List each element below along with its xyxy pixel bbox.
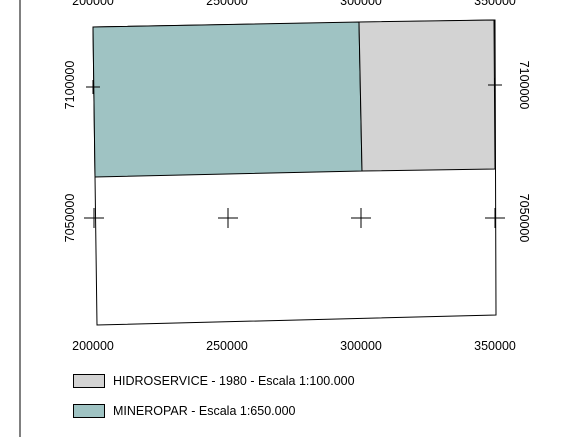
x-tick-top: 250000: [206, 0, 248, 8]
x-tick-bottom: 300000: [340, 339, 382, 353]
legend-label: MINEROPAR - Escala 1:650.000: [113, 404, 296, 418]
x-tick-bottom: 250000: [206, 339, 248, 353]
mineropar-area: [92, 21, 363, 178]
y-tick-right: 7050000: [517, 194, 531, 243]
x-tick-top: 350000: [474, 0, 516, 8]
x-tick-bottom: 200000: [72, 339, 114, 353]
legend-swatch: [73, 374, 105, 388]
y-tick-left: 7050000: [63, 194, 77, 243]
grid-cross: [86, 80, 100, 94]
grid-cross: [488, 78, 502, 92]
y-tick-left: 7100000: [63, 61, 77, 110]
y-tick-right: 7100000: [517, 61, 531, 110]
legend: HIDROSERVICE - 1980 - Escala 1:100.000 M…: [73, 372, 355, 432]
grid-cross: [84, 208, 104, 228]
x-tick-top: 200000: [72, 0, 114, 8]
hidroservice-area: [358, 19, 496, 172]
grid-cross: [485, 208, 505, 228]
grid-cross: [351, 208, 371, 228]
legend-label: HIDROSERVICE - 1980 - Escala 1:100.000: [113, 374, 355, 388]
x-tick-bottom: 350000: [474, 339, 516, 353]
grid-crosses: [84, 78, 505, 228]
grid-cross: [218, 208, 238, 228]
x-tick-top: 300000: [340, 0, 382, 8]
legend-item-hidroservice: HIDROSERVICE - 1980 - Escala 1:100.000: [73, 372, 355, 390]
legend-swatch: [73, 404, 105, 418]
legend-item-mineropar: MINEROPAR - Escala 1:650.000: [73, 402, 355, 420]
